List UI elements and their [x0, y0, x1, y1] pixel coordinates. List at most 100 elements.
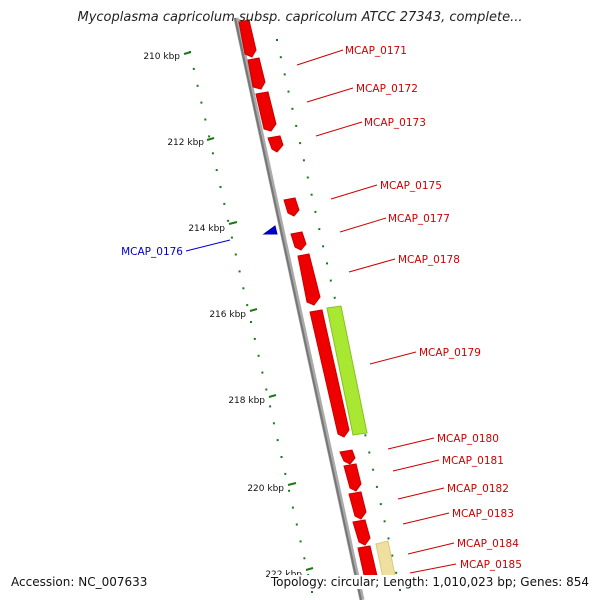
- leader-mcap-0175: [330, 184, 378, 200]
- minor-tick-dot: [283, 73, 286, 76]
- label-mcap-0185[interactable]: MCAP_0185: [460, 559, 522, 571]
- minor-tick-dot: [189, 51, 191, 53]
- minor-tick-dot: [284, 472, 287, 475]
- gene-arrow-mcap-0178[interactable]: [297, 253, 321, 306]
- gene-arrow-mcap-0179[interactable]: [309, 309, 350, 438]
- leader-mcap-0182: [397, 487, 445, 500]
- label-mcap-0181[interactable]: MCAP_0181: [442, 455, 504, 467]
- minor-tick-dot: [333, 296, 336, 299]
- minor-tick-dot: [269, 405, 272, 408]
- gene-arrow-mcap-0181[interactable]: [343, 463, 362, 492]
- tick-label-210: 210 kbp: [143, 52, 180, 62]
- accession-text: Accession: NC_007633: [9, 575, 150, 589]
- label-mcap-0180[interactable]: MCAP_0180: [437, 433, 499, 445]
- label-mcap-0175[interactable]: MCAP_0175: [380, 180, 442, 192]
- leader-mcap-0172: [306, 87, 354, 103]
- label-mcap-0173[interactable]: MCAP_0173: [364, 117, 426, 129]
- label-mcap-0183[interactable]: MCAP_0183: [452, 508, 514, 520]
- minor-tick-dot: [223, 202, 226, 205]
- minor-tick-dot: [383, 520, 386, 523]
- minor-tick-dot: [196, 84, 199, 87]
- leader-mcap-0177: [339, 217, 387, 233]
- gene-arrow-mcap-0171[interactable]: [238, 19, 257, 58]
- minor-tick-dot: [399, 589, 401, 591]
- tick-214: [228, 221, 238, 225]
- minor-tick-dot: [303, 557, 306, 560]
- minor-tick-dot: [234, 253, 237, 256]
- gene-arrow-mcap-0183[interactable]: [352, 519, 371, 546]
- genome-summary-text: Topology: circular; Length: 1,010,023 bp…: [268, 575, 591, 589]
- leader-mcap-0184: [407, 542, 455, 555]
- minor-tick-dot: [368, 451, 371, 454]
- leader-mcap-0178: [348, 258, 396, 273]
- label-mcap-0179[interactable]: MCAP_0179: [419, 347, 481, 359]
- minor-tick-dot: [246, 304, 249, 307]
- tick-label-214: 214 kbp: [188, 224, 225, 234]
- minor-tick-dot: [287, 90, 290, 93]
- gene-arrow-mcap-0175[interactable]: [283, 197, 300, 217]
- label-mcap-0182[interactable]: MCAP_0182: [447, 483, 509, 495]
- minor-tick-dot: [253, 337, 256, 340]
- label-mcap-0178[interactable]: MCAP_0178: [398, 254, 460, 266]
- tick-label-218: 218 kbp: [228, 396, 265, 406]
- tick-220: [287, 482, 297, 486]
- minor-tick-dot: [306, 176, 309, 179]
- minor-tick-dot: [288, 489, 291, 492]
- gene-arrow-mcap-0177[interactable]: [290, 231, 307, 251]
- minor-tick-dot: [200, 101, 203, 104]
- map-title: Mycoplasma capricolum subsp. capricolum …: [77, 10, 523, 25]
- minor-tick-dot: [295, 523, 298, 526]
- label-mcap-0172[interactable]: MCAP_0172: [356, 83, 418, 95]
- leader-mcap-0179: [369, 351, 417, 365]
- leader-mcap-0185: [409, 563, 457, 574]
- label-mcap-0177[interactable]: MCAP_0177: [388, 213, 450, 225]
- feature-green-bar[interactable]: [326, 305, 368, 436]
- minor-tick-dot: [375, 485, 378, 488]
- leader-mcap-0183: [402, 512, 450, 525]
- gene-features: [238, 19, 397, 587]
- leader-mcap-0173: [315, 121, 363, 137]
- minor-tick-dot: [250, 321, 252, 323]
- label-mcap-0184[interactable]: MCAP_0184: [457, 538, 519, 550]
- tick-label-212: 212 kbp: [167, 138, 204, 148]
- minor-tick-dot: [314, 210, 317, 213]
- label-mcap-0176[interactable]: MCAP_0176: [121, 246, 183, 258]
- minor-tick-dot: [227, 219, 230, 222]
- minor-tick-dot: [299, 540, 302, 543]
- minor-tick-dot: [322, 245, 325, 248]
- minor-tick-dot: [291, 506, 294, 509]
- minor-tick-dot: [326, 262, 328, 265]
- minor-tick-dot: [372, 468, 375, 471]
- kbp-ticks: 210 kbp 212 kbp 214 kbp 216 kbp 218 kbp …: [143, 51, 314, 580]
- minor-tick-dot: [204, 118, 207, 121]
- minor-tick-dot: [192, 67, 195, 70]
- minor-tick-dot: [265, 388, 268, 391]
- gene-arrow-mcap-0172[interactable]: [247, 57, 266, 90]
- minor-tick-dot: [364, 434, 367, 437]
- label-mcap-0171[interactable]: MCAP_0171: [345, 45, 407, 57]
- gene-arrow-mcap-0176[interactable]: [262, 225, 278, 235]
- tick-216: [249, 308, 258, 312]
- minor-tick-dot: [276, 39, 278, 41]
- minor-tick-dot: [391, 554, 394, 557]
- leader-mcap-0180: [387, 437, 435, 450]
- minor-tick-dot: [279, 56, 282, 59]
- tick-222: [305, 567, 314, 571]
- minor-tick-dot: [310, 193, 313, 196]
- minor-tick-dot: [302, 159, 305, 162]
- tick-218: [268, 394, 277, 398]
- minor-ticks-left: [189, 51, 313, 593]
- gene-arrow-mcap-0173[interactable]: [255, 91, 277, 132]
- minor-tick-dot: [311, 591, 313, 593]
- minor-tick-dot: [318, 228, 321, 231]
- gene-arrow-mcap-0180[interactable]: [339, 449, 356, 465]
- leader-mcap-0171: [296, 49, 344, 66]
- minor-tick-dot: [261, 371, 264, 374]
- leader-mcap-0176: [185, 239, 231, 252]
- minor-tick-dot: [211, 152, 214, 155]
- minor-tick-dot: [387, 537, 390, 540]
- minor-tick-dot: [238, 270, 241, 273]
- gene-arrow-mcap-0182[interactable]: [348, 491, 367, 520]
- gene-arrow-mcap-0174[interactable]: [267, 135, 284, 153]
